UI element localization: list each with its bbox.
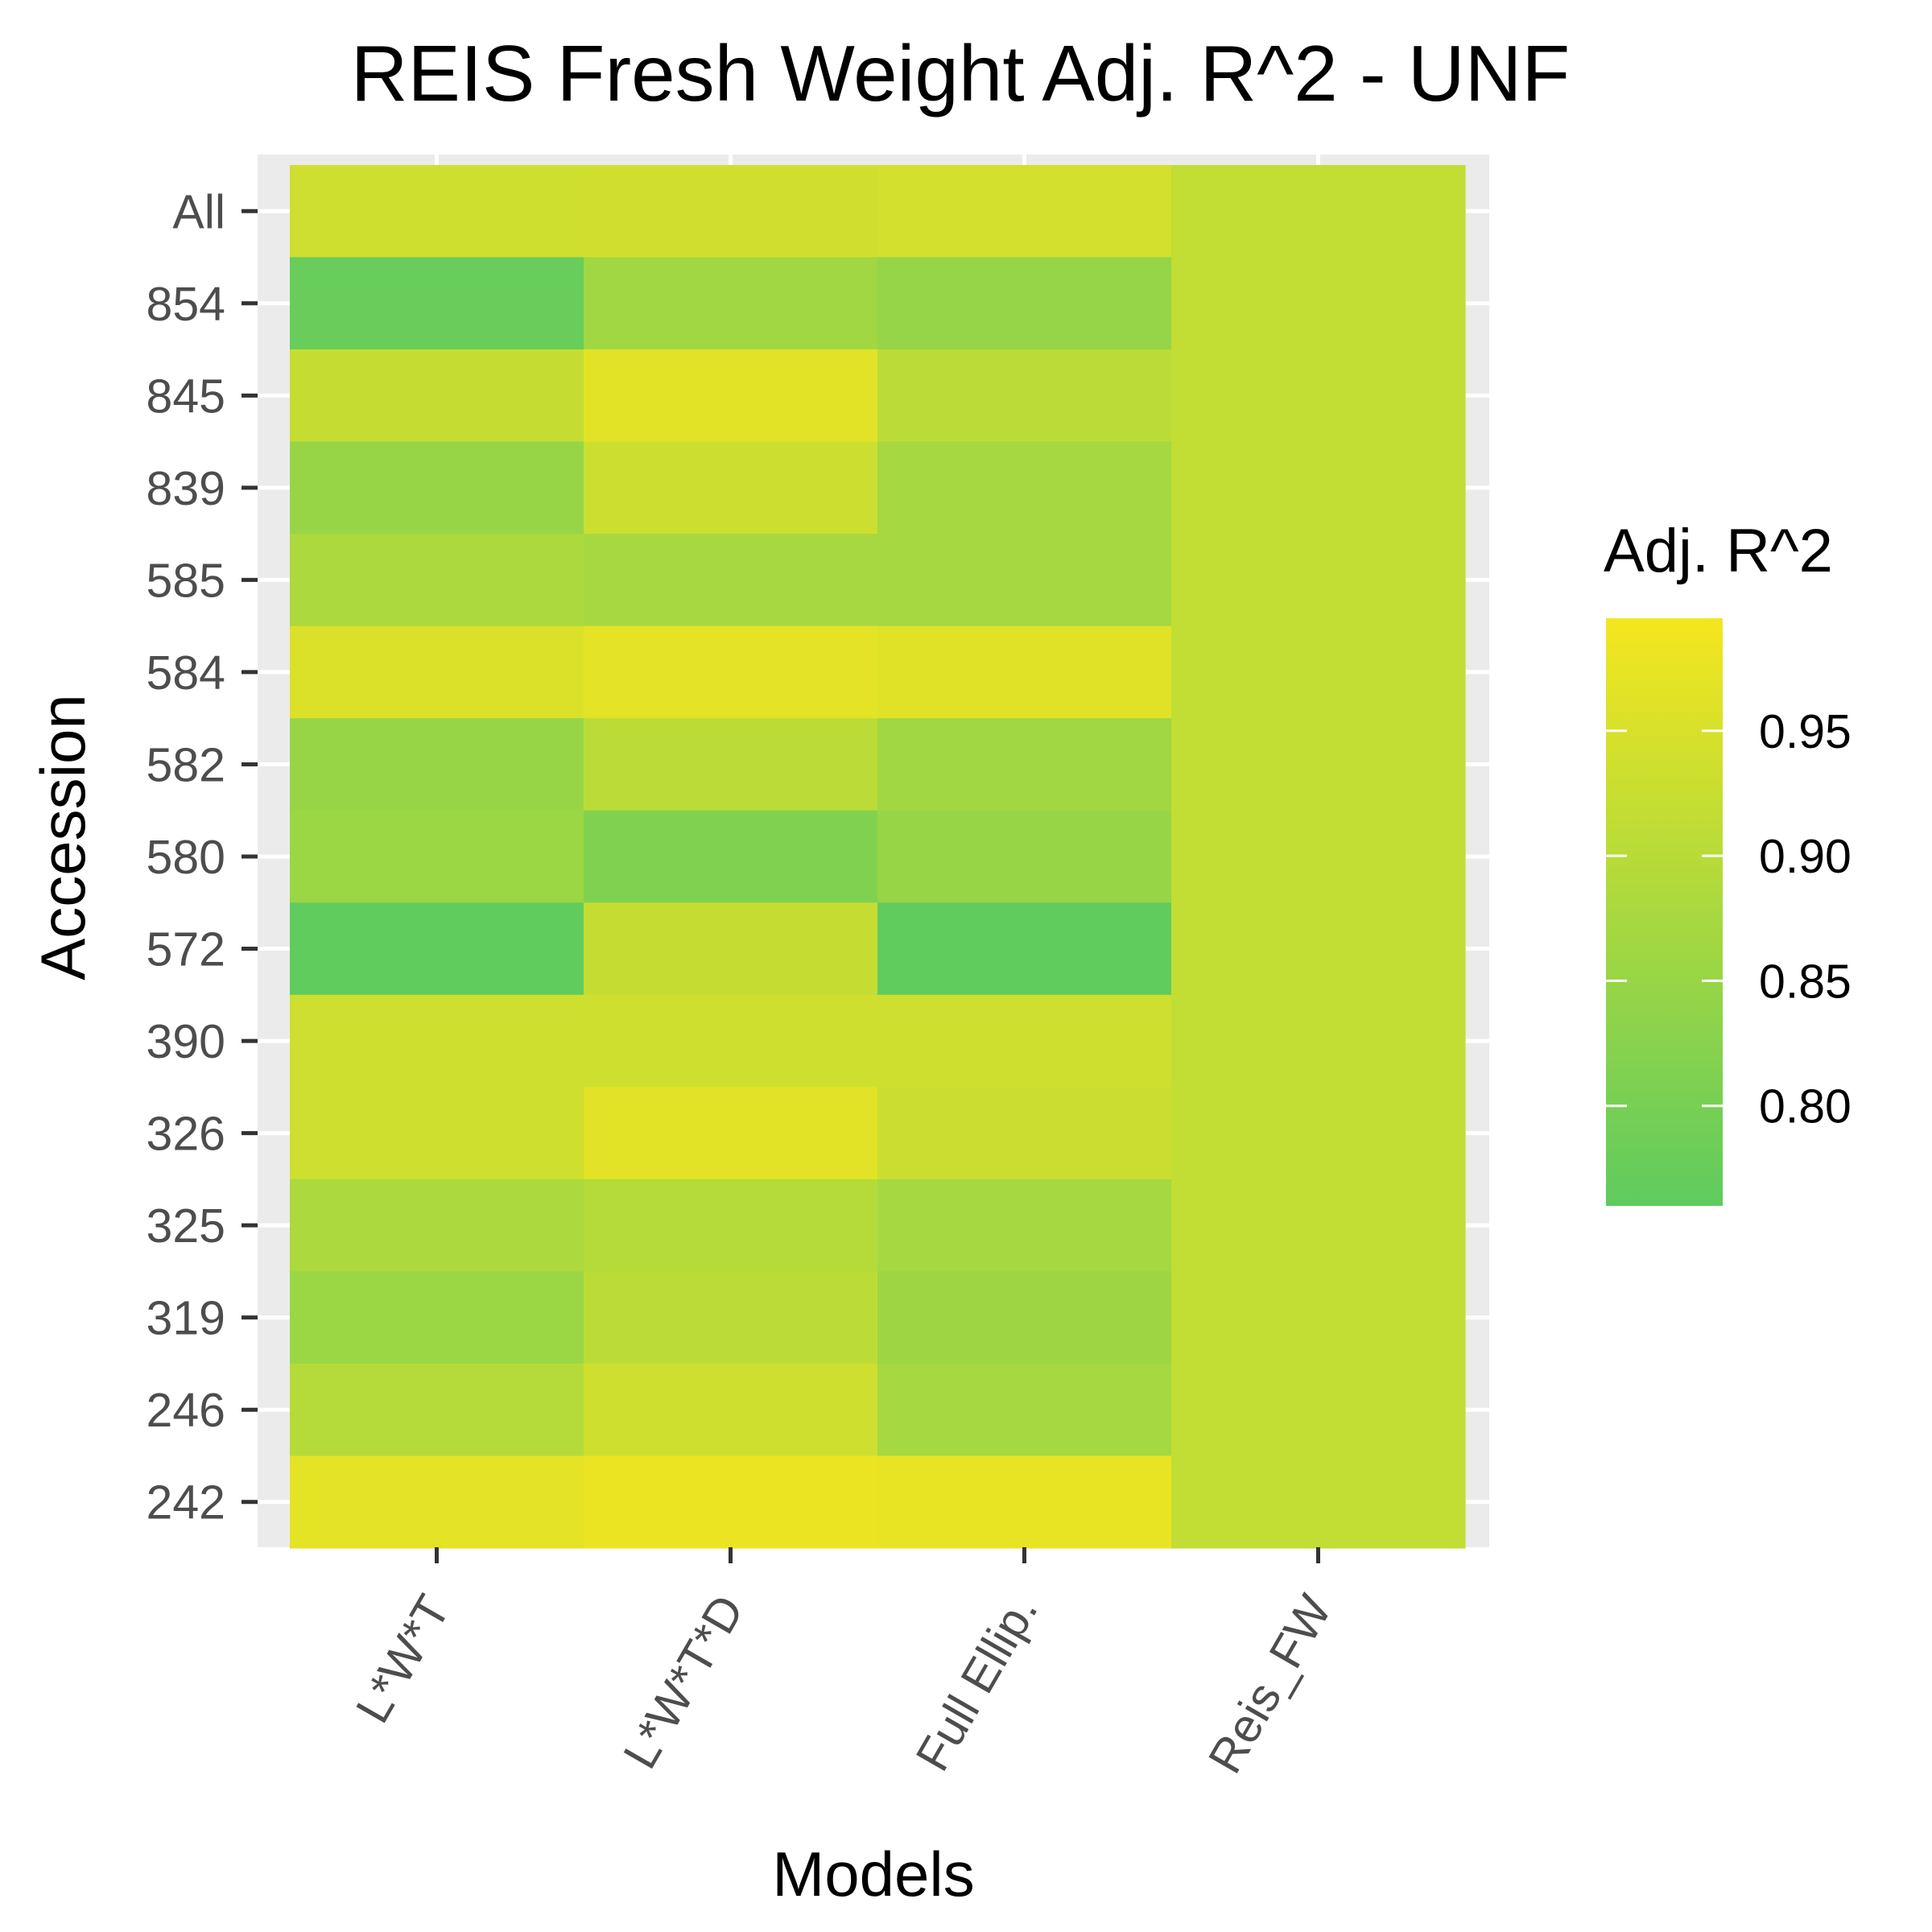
heatmap-cell — [290, 718, 584, 811]
heatmap-cell — [1171, 441, 1466, 535]
legend-tick-label: 0.80 — [1759, 1080, 1852, 1133]
heatmap-cell — [584, 534, 878, 627]
heatmap-cell — [1171, 1271, 1466, 1364]
heatmap-cell — [877, 1455, 1172, 1549]
heatmap-cell — [877, 1087, 1172, 1180]
x-tick-label: L*W*T — [345, 1587, 460, 1732]
heatmap-cell — [877, 994, 1172, 1088]
heatmap-cell — [877, 441, 1172, 535]
heatmap-cell — [584, 349, 878, 443]
heatmap-cell — [1171, 1179, 1466, 1272]
heatmap-cell — [584, 1087, 878, 1180]
heatmap-cell — [584, 1271, 878, 1364]
y-tick-label: 319 — [147, 1292, 225, 1345]
heatmap-cell — [290, 534, 584, 627]
heatmap-cell — [290, 441, 584, 535]
heatmap-cell — [290, 1455, 584, 1549]
heatmap-cell — [290, 1271, 584, 1364]
x-axis: L*W*T L*W*T*D Full Ellip. Reis_FW — [345, 1547, 1342, 1782]
y-tick-label: 246 — [147, 1384, 225, 1437]
y-tick-label: 325 — [147, 1199, 225, 1253]
x-tick-label: Full Ellip. — [906, 1587, 1048, 1780]
heatmap-cell — [1171, 257, 1466, 350]
heatmap-cell — [877, 534, 1172, 627]
heatmap-cell — [290, 257, 584, 350]
heatmap-cells — [290, 165, 1466, 1549]
x-axis-title: Models — [772, 1839, 974, 1909]
y-tick-label: 584 — [147, 646, 225, 700]
heatmap-cell — [290, 994, 584, 1088]
heatmap-cell — [877, 1271, 1172, 1364]
heatmap-cell — [877, 810, 1172, 903]
heatmap-cell — [290, 810, 584, 903]
heatmap-cell — [290, 902, 584, 996]
heatmap-cell — [877, 349, 1172, 443]
y-tick-label: 582 — [147, 738, 225, 791]
y-tick-label: 326 — [147, 1108, 225, 1161]
y-tick-label: 585 — [147, 554, 225, 607]
heatmap-cell — [1171, 810, 1466, 903]
heatmap-cell — [877, 718, 1172, 811]
heatmap-cell — [290, 1363, 584, 1457]
heatmap-cell — [1171, 718, 1466, 811]
heatmap-cell — [290, 165, 584, 258]
heatmap-cell — [584, 1179, 878, 1272]
heatmap-cell — [877, 165, 1172, 258]
heatmap-cell — [584, 902, 878, 996]
y-tick-label: 572 — [147, 923, 225, 976]
y-tick-label: 839 — [147, 462, 225, 515]
legend-title: Adj. R^2 — [1604, 517, 1833, 585]
heatmap-cell — [584, 257, 878, 350]
y-tick-label: 242 — [147, 1476, 225, 1530]
y-tick-label: 854 — [147, 278, 225, 331]
heatmap-cell — [877, 902, 1172, 996]
heatmap-cell — [1171, 349, 1466, 443]
y-tick-label: 390 — [147, 1015, 225, 1068]
heatmap-cell — [584, 810, 878, 903]
heatmap-cell — [1171, 534, 1466, 627]
y-tick-label: 845 — [147, 369, 225, 423]
heatmap-cell — [290, 349, 584, 443]
heatmap-cell — [1171, 625, 1466, 719]
heatmap-cell — [584, 441, 878, 535]
color-legend: Adj. R^2 0.95 0.90 0.85 0.80 — [1604, 517, 1852, 1206]
legend-color-bar — [1606, 618, 1723, 1206]
heatmap-cell — [1171, 1363, 1466, 1457]
heatmap-cell — [877, 257, 1172, 350]
heatmap-cell — [877, 1363, 1172, 1457]
heatmap-cell — [1171, 1455, 1466, 1549]
legend-tick-label: 0.85 — [1759, 955, 1852, 1008]
legend-tick-label: 0.95 — [1759, 705, 1852, 758]
y-tick-label: All — [172, 185, 225, 238]
heatmap-cell — [1171, 994, 1466, 1088]
heatmap-cell — [290, 625, 584, 719]
heatmap-cell — [584, 625, 878, 719]
y-axis: All 854 845 839 585 584 582 580 572 390 326 325 319 2… — [147, 185, 258, 1530]
y-tick-label: 580 — [147, 831, 225, 884]
legend-tick-label: 0.90 — [1759, 830, 1852, 883]
heatmap-cell — [584, 1363, 878, 1457]
heatmap-cell — [584, 994, 878, 1088]
heatmap-cell — [1171, 165, 1466, 258]
heatmap-cell — [584, 718, 878, 811]
heatmap-cell — [584, 165, 878, 258]
heatmap-cell — [290, 1087, 584, 1180]
heatmap-cell — [877, 1179, 1172, 1272]
heatmap-cell — [584, 1455, 878, 1549]
legend-ticks: 0.95 0.90 0.85 0.80 — [1606, 705, 1852, 1133]
y-axis-title: Accession — [27, 694, 98, 980]
x-tick-label: Reis_FW — [1198, 1586, 1342, 1781]
heatmap-cell — [1171, 902, 1466, 996]
heatmap-cell — [1171, 1087, 1466, 1180]
heatmap-cell — [290, 1179, 584, 1272]
chart-title: REIS Fresh Weight Adj. R^2 - UNF — [351, 29, 1571, 118]
heatmap-cell — [877, 625, 1172, 719]
x-tick-label: L*W*T*D — [613, 1587, 754, 1777]
